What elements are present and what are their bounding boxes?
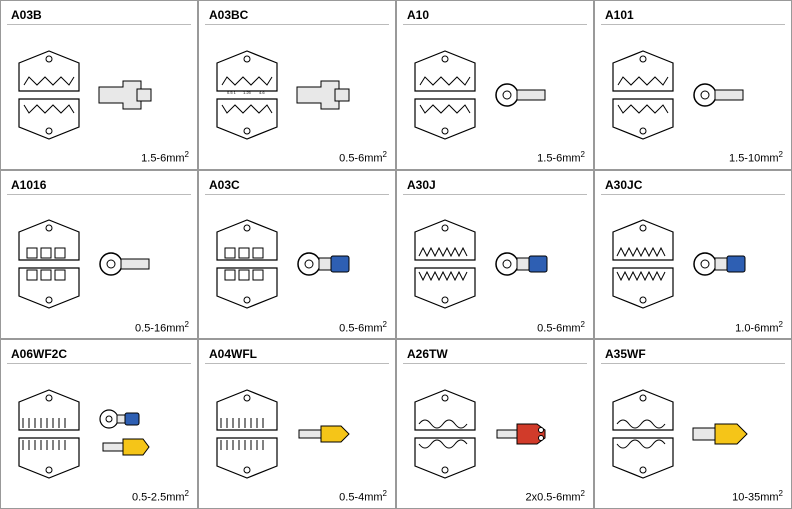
product-cell: A30JC 1.0-6mm2 (594, 170, 792, 340)
product-grid: A03B 1.5-6mm2 A03BC 0.5 1 1.25 4.6 0.5-6mm2… (0, 0, 792, 509)
crimp-die-icon (9, 47, 89, 143)
product-content (205, 364, 389, 504)
terminal-icon (97, 75, 155, 115)
crimp-die-icon: 0.5 1 1.25 4.6 (207, 47, 287, 143)
crimp-die-icon (9, 386, 89, 482)
product-spec: 0.5-6mm2 (339, 150, 387, 165)
svg-text:0.5 1: 0.5 1 (227, 90, 237, 95)
product-cell: A10 1.5-6mm2 (396, 0, 594, 170)
product-content: 0.5 1 1.25 4.6 (205, 25, 389, 165)
product-spec: 0.5-4mm2 (339, 489, 387, 504)
crimp-die-icon (603, 386, 683, 482)
terminal-icon (295, 244, 353, 284)
product-spec: 0.5-6mm2 (339, 320, 387, 335)
product-content (403, 195, 587, 335)
svg-text:4.6: 4.6 (259, 90, 265, 95)
product-cell: A04WFL 0.5-4mm2 (198, 339, 396, 509)
product-title: A06WF2C (7, 344, 191, 364)
crimp-die-icon (603, 216, 683, 312)
terminal-icon (691, 75, 749, 115)
crimp-die-icon (603, 47, 683, 143)
product-title: A30J (403, 175, 587, 195)
product-spec: 1.5-6mm2 (141, 150, 189, 165)
product-spec: 1.5-6mm2 (537, 150, 585, 165)
product-spec: 0.5-2.5mm2 (132, 489, 189, 504)
svg-text:1.25: 1.25 (243, 90, 252, 95)
product-content (601, 195, 785, 335)
terminal-icon (493, 244, 551, 284)
product-title: A101 (601, 5, 785, 25)
product-content (403, 25, 587, 165)
crimp-die-icon (207, 216, 287, 312)
crimp-die-icon (405, 47, 485, 143)
product-cell: A101 1.5-10mm2 (594, 0, 792, 170)
product-cell: A06WF2C 0.5-2.5mm2 (0, 339, 198, 509)
product-spec: 10-35mm2 (732, 489, 783, 504)
product-content (403, 364, 587, 504)
terminal-icon (97, 244, 155, 284)
product-cell: A03C 0.5-6mm2 (198, 170, 396, 340)
product-content (205, 195, 389, 335)
terminal-icon (691, 414, 749, 454)
product-content (601, 364, 785, 504)
crimp-die-icon (405, 216, 485, 312)
product-content (601, 25, 785, 165)
product-spec: 0.5-16mm2 (135, 320, 189, 335)
product-title: A03C (205, 175, 389, 195)
terminal-icon (493, 414, 551, 454)
product-title: A04WFL (205, 344, 389, 364)
product-spec: 0.5-6mm2 (537, 320, 585, 335)
product-content (7, 195, 191, 335)
product-cell: A1016 0.5-16mm2 (0, 170, 198, 340)
product-title: A30JC (601, 175, 785, 195)
terminal-icon (493, 75, 551, 115)
product-title: A03B (7, 5, 191, 25)
crimp-die-icon (207, 386, 287, 482)
product-title: A26TW (403, 344, 587, 364)
product-spec: 1.0-6mm2 (735, 320, 783, 335)
terminal-icon (97, 405, 155, 463)
product-title: A03BC (205, 5, 389, 25)
product-spec: 1.5-10mm2 (729, 150, 783, 165)
product-cell: A26TW 2x0.5-6mm2 (396, 339, 594, 509)
product-title: A10 (403, 5, 587, 25)
product-title: A35WF (601, 344, 785, 364)
product-title: A1016 (7, 175, 191, 195)
terminal-icon (691, 244, 749, 284)
crimp-die-icon (9, 216, 89, 312)
crimp-die-icon (405, 386, 485, 482)
product-spec: 2x0.5-6mm2 (526, 489, 585, 504)
terminal-icon (295, 414, 353, 454)
product-cell: A35WF 10-35mm2 (594, 339, 792, 509)
product-content (7, 364, 191, 504)
terminal-icon (295, 75, 353, 115)
product-content (7, 25, 191, 165)
product-cell: A30J 0.5-6mm2 (396, 170, 594, 340)
product-cell: A03BC 0.5 1 1.25 4.6 0.5-6mm2 (198, 0, 396, 170)
product-cell: A03B 1.5-6mm2 (0, 0, 198, 170)
